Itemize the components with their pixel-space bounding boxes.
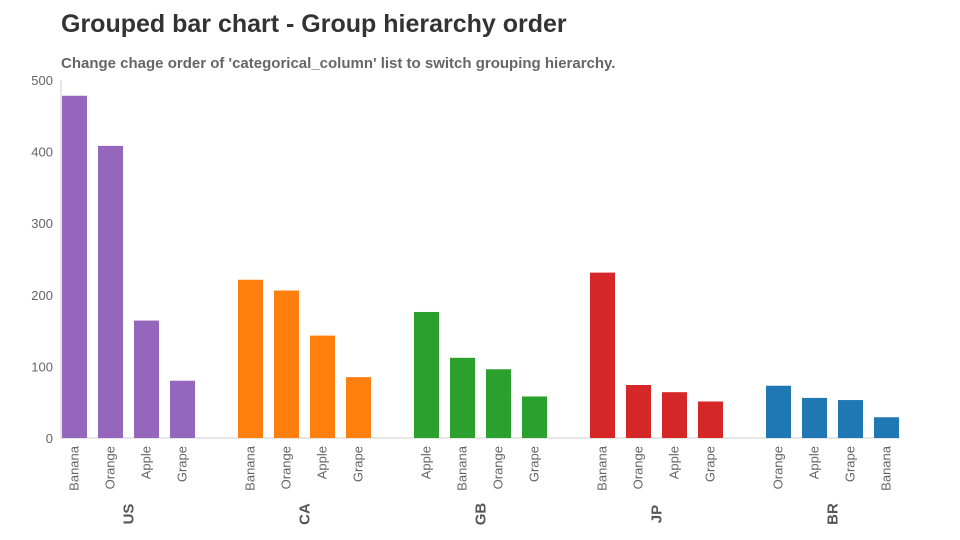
group-label-ca: CA	[297, 503, 314, 525]
bar-ca-banana	[238, 279, 263, 438]
category-label: Apple	[667, 446, 682, 479]
group-label-us: US	[121, 504, 138, 525]
bar-jp-banana	[590, 272, 615, 438]
y-tick-label: 500	[31, 73, 53, 88]
bar-ca-orange	[274, 290, 299, 438]
category-label: Banana	[67, 445, 82, 491]
category-label: Apple	[419, 446, 434, 479]
group-label-gb: GB	[473, 503, 490, 526]
category-label: Orange	[279, 446, 294, 489]
bar-gb-grape	[522, 396, 547, 438]
category-label: Orange	[103, 446, 118, 489]
bar-br-orange	[766, 385, 791, 438]
category-label: Orange	[491, 446, 506, 489]
group-label-br: BR	[825, 503, 842, 525]
category-label: Grape	[527, 446, 542, 482]
bar-us-banana	[62, 95, 87, 438]
group-label-jp: JP	[649, 505, 666, 523]
bars-layer	[62, 95, 899, 438]
category-label: Apple	[807, 446, 822, 479]
x-labels-layer: Banana Orange Apple Grape US Banana Orange Appl…	[67, 445, 894, 525]
y-tick-label: 0	[46, 431, 53, 446]
category-label: Banana	[455, 445, 470, 491]
bar-br-banana	[874, 417, 899, 438]
y-tick-label: 300	[31, 216, 53, 231]
bar-br-apple	[802, 397, 827, 438]
y-tick-label: 400	[31, 145, 53, 160]
bar-jp-apple	[662, 392, 687, 438]
chart-subtitle: Change chage order of 'categorical_colum…	[61, 55, 616, 72]
category-label: Grape	[703, 446, 718, 482]
y-tick-label: 200	[31, 288, 53, 303]
category-label: Orange	[631, 446, 646, 489]
y-axis: 0 100 200 300 400 500	[31, 73, 900, 446]
bar-gb-orange	[486, 369, 511, 438]
category-label: Banana	[243, 445, 258, 491]
category-label: Grape	[843, 446, 858, 482]
bar-us-orange	[98, 145, 123, 438]
bar-gb-apple	[414, 311, 439, 438]
bar-gb-banana	[450, 357, 475, 438]
bar-jp-grape	[698, 401, 723, 438]
bar-ca-grape	[346, 377, 371, 438]
category-label: Banana	[879, 445, 894, 491]
category-label: Apple	[139, 446, 154, 479]
bar-br-grape	[838, 400, 863, 438]
category-label: Banana	[595, 445, 610, 491]
category-label: Grape	[175, 446, 190, 482]
bar-us-apple	[134, 320, 159, 438]
category-label: Orange	[771, 446, 786, 489]
y-tick-label: 100	[31, 359, 53, 374]
bar-jp-orange	[626, 385, 651, 438]
bar-ca-apple	[310, 335, 335, 438]
category-label: Apple	[315, 446, 330, 479]
category-label: Grape	[351, 446, 366, 482]
chart-title: Grouped bar chart - Group hierarchy orde…	[61, 10, 567, 38]
bar-us-grape	[170, 380, 195, 438]
